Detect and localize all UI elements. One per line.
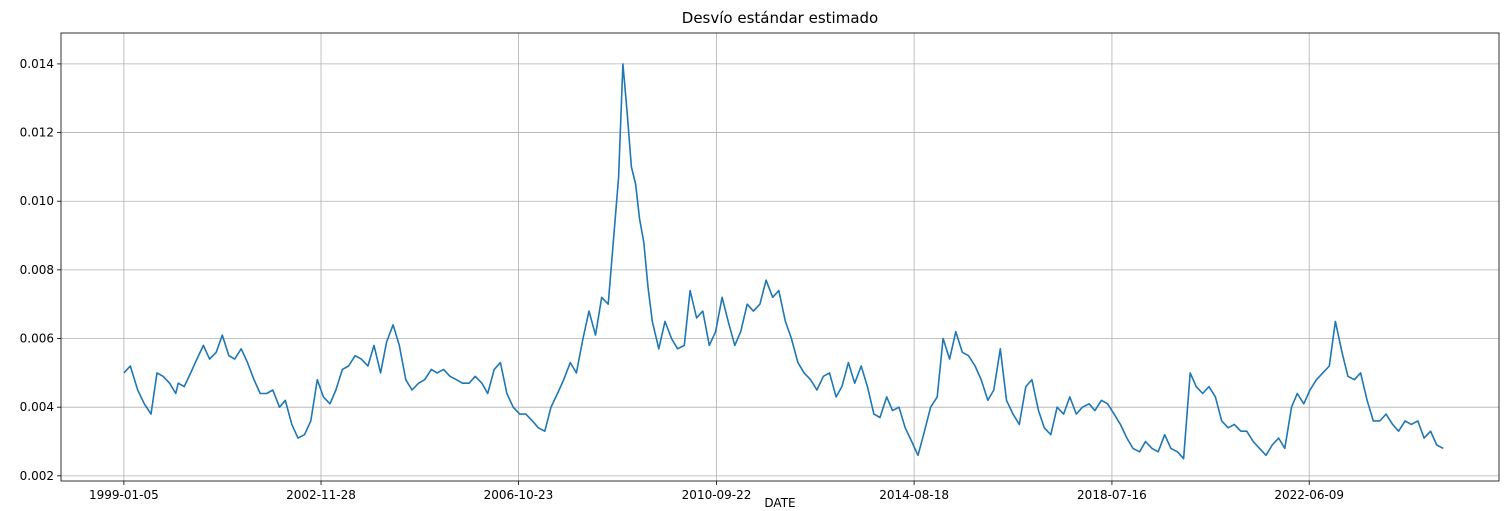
y-tick-label: 0.010 <box>20 194 54 208</box>
x-tick-label: 2022-06-09 <box>1274 488 1344 502</box>
x-tick-label: 1999-01-05 <box>89 488 159 502</box>
y-tick-label: 0.014 <box>20 57 54 71</box>
x-tick-label: 2014-08-18 <box>879 488 949 502</box>
y-tick-label: 0.008 <box>20 263 54 277</box>
y-tick-label: 0.012 <box>20 126 54 140</box>
grid-layer <box>61 33 1499 481</box>
y-axis: 0.002 0.004 0.006 0.008 0.010 0.012 0.014 <box>20 57 61 483</box>
x-axis: 1999-01-05 2002-11-28 2006-10-23 2010-09-22… <box>89 481 1344 502</box>
x-tick-label: 2006-10-23 <box>484 488 554 502</box>
y-tick-label: 0.006 <box>20 332 54 346</box>
series-line <box>123 63 1444 460</box>
plot-frame <box>60 32 1500 482</box>
x-axis-label: DATE <box>764 496 795 510</box>
x-tick-label: 2018-07-16 <box>1077 488 1147 502</box>
x-tick-label: 2002-11-28 <box>286 488 356 502</box>
y-tick-label: 0.004 <box>20 400 54 414</box>
y-tick-label: 0.002 <box>20 469 54 483</box>
chart-title: Desvío estándar estimado <box>682 9 878 27</box>
series-layer <box>123 63 1444 460</box>
x-tick-label: 2010-09-22 <box>682 488 752 502</box>
